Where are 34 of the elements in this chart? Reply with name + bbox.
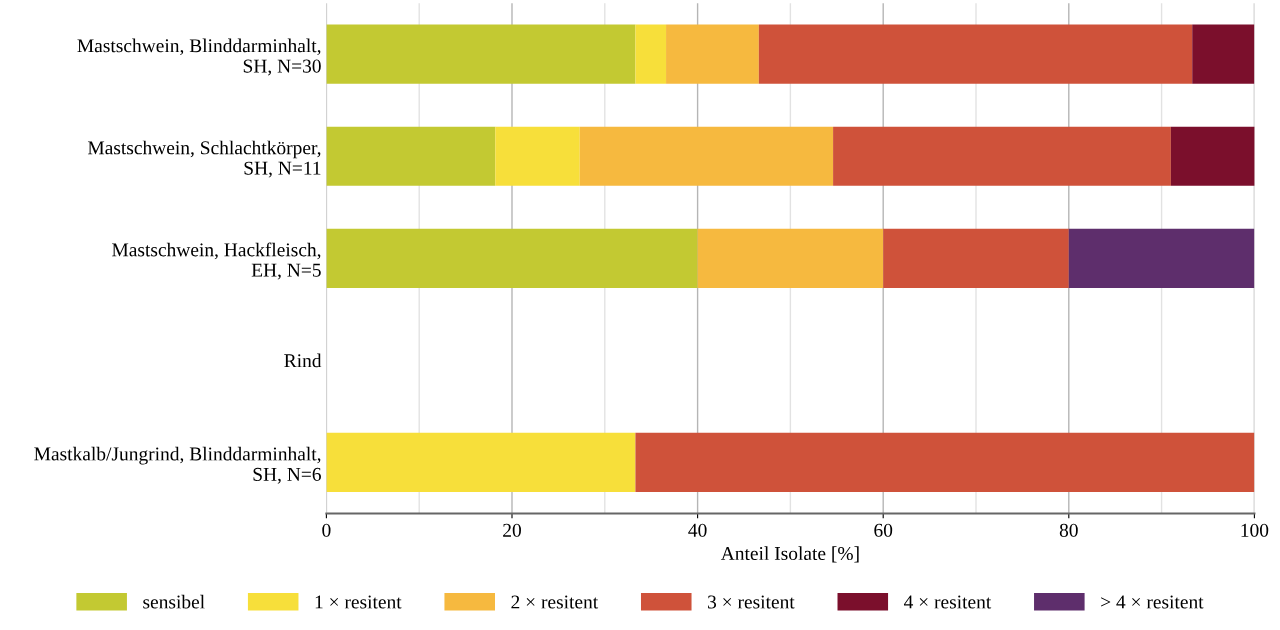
- y-tick-label: Mastkalb/Jungrind, Blinddarminhalt, SH, N=6: [34, 446, 321, 484]
- x-tick-label: 0: [322, 523, 331, 537]
- bar: [326, 432, 636, 493]
- x-tick-label: 80: [1059, 523, 1078, 537]
- bar: [1192, 24, 1255, 84]
- bar: [495, 126, 580, 186]
- bar: [635, 24, 667, 84]
- bar: [579, 126, 834, 186]
- x-axis-title: Anteil Isolate [%]: [720, 546, 859, 563]
- legend-label: 1 × resitent: [315, 595, 402, 609]
- y-tick-label: Mastschwein, Schlachtkörper, SH, N=11: [87, 140, 321, 178]
- y-tick-label: Mastschwein, Hackfleisch, EH, N=5: [112, 242, 321, 280]
- legend-label: 3 × resitent: [708, 595, 795, 609]
- bar: [833, 126, 1171, 186]
- x-tick-label: 60: [874, 523, 893, 537]
- bar: [883, 228, 1069, 288]
- legend-label: sensibel: [143, 594, 205, 609]
- bar: [758, 24, 1193, 84]
- y-tick-label: Rind: [284, 353, 322, 368]
- bar: [1170, 126, 1255, 186]
- y-tick-label: Mastschwein, Blinddarminhalt, SH, N=30: [77, 38, 321, 76]
- bar: [326, 126, 496, 186]
- bar: [666, 24, 759, 84]
- bar: [697, 228, 884, 288]
- bar: [635, 432, 1255, 493]
- x-tick-label: 40: [688, 523, 707, 537]
- bar: [326, 24, 636, 84]
- x-tick-label: 100: [1241, 523, 1269, 537]
- bar: [1068, 228, 1255, 288]
- bar: [326, 228, 698, 288]
- x-tick-label: 20: [503, 523, 521, 537]
- legend-label: > 4 × resitent: [1101, 595, 1204, 609]
- legend-label: 2 × resitent: [511, 595, 599, 609]
- legend-label: 4 × resitent: [904, 595, 992, 609]
